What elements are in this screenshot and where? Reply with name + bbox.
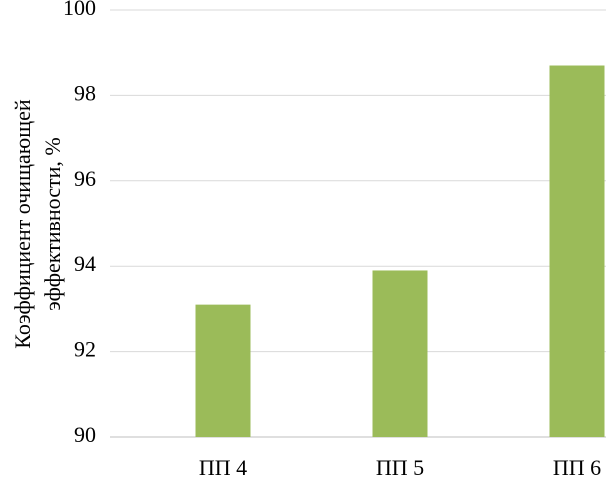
y-tick-label: 92 <box>74 337 96 362</box>
y-tick-label: 90 <box>74 422 96 447</box>
bar <box>549 65 605 437</box>
y-tick-label: 94 <box>74 251 96 276</box>
y-axis-title-line: эффективности, % <box>40 137 65 310</box>
x-tick-label: ПП 5 <box>376 455 424 480</box>
x-tick-label: ПП 6 <box>553 455 601 480</box>
y-tick-label: 98 <box>74 80 96 105</box>
bar <box>372 270 428 437</box>
y-tick-label: 100 <box>63 0 96 20</box>
y-axis-title: Коэффициент очищающей эффективности, % <box>10 99 65 349</box>
x-tick-label: ПП 4 <box>199 455 247 480</box>
y-tick-label: 96 <box>74 166 96 191</box>
bar <box>195 304 251 437</box>
y-axis-title-line: Коэффициент очищающей <box>10 99 35 349</box>
